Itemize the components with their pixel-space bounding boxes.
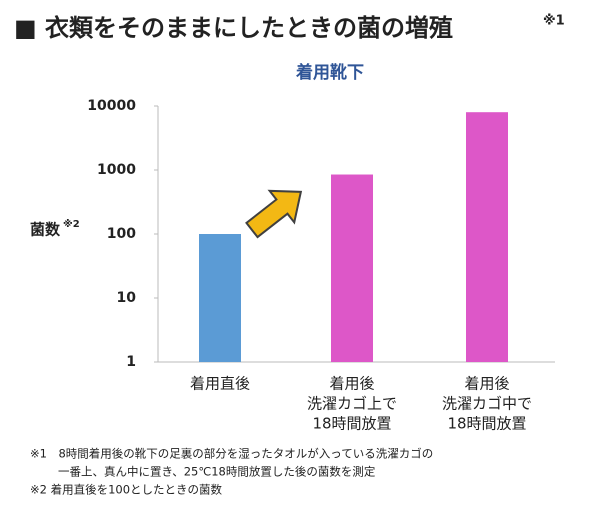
x-tick-label: 洗濯カゴ中で [442, 395, 532, 413]
bar [331, 174, 373, 362]
x-tick-label: 着用直後 [190, 375, 250, 393]
x-tick-label: 18時間放置 [312, 415, 391, 433]
bar [466, 112, 508, 362]
title-note: ※1 [543, 14, 565, 29]
y-axis-label-note: ※2 [63, 218, 80, 230]
y-tick-label: 1 [126, 354, 136, 370]
bar [199, 234, 241, 362]
footnote: ※2 着用直後を100としたときの菌数 [30, 483, 223, 497]
chart-subtitle: 着用靴下 [295, 62, 364, 83]
y-tick-label: 100 [107, 226, 136, 242]
arrow [245, 189, 303, 239]
y-tick-label: 10 [117, 290, 137, 306]
x-tick-label: 着用後 [464, 375, 509, 393]
y-axis-label: 菌数 [30, 221, 61, 239]
footnote: ※1 8時間着用後の靴下の足裏の部分を湿ったタオルが入っている洗濯カゴの [30, 447, 433, 461]
x-tick-label: 洗濯カゴ上で [307, 395, 397, 413]
x-tick-label: 着用後 [329, 375, 374, 393]
chart-title: ■ 衣類をそのままにしたときの菌の増殖 [14, 14, 453, 42]
x-tick-label: 18時間放置 [447, 415, 526, 433]
y-tick-label: 10000 [87, 98, 136, 114]
footnote: 一番上、真ん中に置き、25℃18時間放置した後の菌数を測定 [58, 465, 376, 479]
y-tick-label: 1000 [97, 162, 136, 178]
